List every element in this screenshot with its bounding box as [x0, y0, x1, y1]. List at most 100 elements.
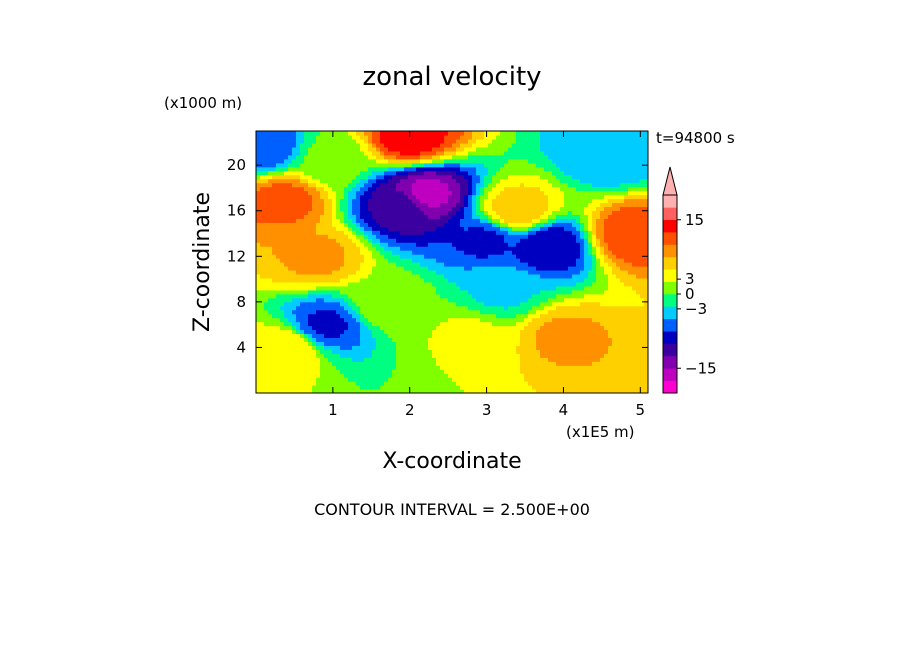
- heatmap-cell: [564, 293, 569, 299]
- heatmap-cell: [548, 293, 553, 299]
- heatmap-cell: [272, 385, 277, 390]
- heatmap-cell: [428, 285, 433, 291]
- heatmap-cell: [368, 385, 373, 390]
- heatmap-cell: [368, 238, 373, 243]
- heatmap-cell: [636, 269, 641, 275]
- heatmap-cell: [400, 377, 405, 382]
- heatmap-cell: [456, 285, 461, 291]
- heatmap-cell: [324, 373, 329, 378]
- heatmap-cell: [412, 273, 417, 279]
- heatmap-cell: [416, 349, 421, 354]
- heatmap-cell: [492, 345, 497, 350]
- heatmap-cell: [536, 206, 541, 211]
- heatmap-cell: [488, 269, 493, 275]
- heatmap-cell: [264, 210, 269, 215]
- heatmap-cell: [640, 321, 645, 327]
- heatmap-cell: [424, 226, 429, 231]
- heatmap-cell: [496, 214, 501, 219]
- heatmap-cell: [432, 341, 437, 346]
- heatmap-cell: [408, 258, 413, 263]
- heatmap-cell: [344, 258, 349, 263]
- heatmap-cell: [600, 353, 605, 358]
- heatmap-cell: [268, 317, 273, 323]
- heatmap-cell: [348, 361, 353, 366]
- heatmap-cell: [364, 345, 369, 350]
- heatmap-cell: [396, 242, 401, 247]
- heatmap-cell: [376, 250, 381, 255]
- heatmap-cell: [296, 337, 301, 342]
- heatmap-cell: [532, 313, 537, 319]
- heatmap-cell: [568, 369, 573, 374]
- heatmap-cell: [356, 349, 361, 354]
- heatmap-cell: [272, 198, 277, 204]
- heatmap-cell: [444, 246, 449, 251]
- heatmap-cell: [584, 365, 589, 370]
- heatmap-cell: [304, 238, 309, 243]
- heatmap-cell: [468, 365, 473, 370]
- heatmap-cell: [348, 341, 353, 346]
- heatmap-cell: [488, 262, 493, 267]
- heatmap-cell: [500, 309, 505, 315]
- heatmap-cell: [308, 325, 313, 331]
- heatmap-cell: [552, 353, 557, 358]
- heatmap-cell: [484, 230, 489, 235]
- heatmap-cell: [504, 377, 509, 382]
- heatmap-cell: [400, 297, 405, 303]
- heatmap-cell: [340, 262, 345, 267]
- heatmap-cell: [580, 285, 585, 291]
- heatmap-cell: [348, 210, 353, 215]
- heatmap-cell: [508, 218, 513, 223]
- heatmap-cell: [440, 377, 445, 382]
- heatmap-cell: [328, 277, 333, 283]
- heatmap-cell: [376, 238, 381, 243]
- heatmap-cell: [268, 365, 273, 370]
- heatmap-cell: [364, 281, 369, 287]
- heatmap-cell: [564, 361, 569, 366]
- heatmap-cell: [276, 206, 281, 211]
- heatmap-cell: [460, 293, 465, 299]
- heatmap-cell: [624, 301, 629, 307]
- heatmap-cell: [420, 309, 425, 315]
- heatmap-cell: [280, 313, 285, 319]
- heatmap-cell: [324, 381, 329, 386]
- heatmap-cell: [316, 365, 321, 370]
- heatmap-cell: [332, 337, 337, 342]
- heatmap-cell: [368, 389, 373, 393]
- heatmap-cell: [308, 218, 313, 223]
- heatmap-cell: [408, 246, 413, 251]
- heatmap-cell: [384, 234, 389, 239]
- heatmap-cell: [436, 230, 441, 235]
- heatmap-cell: [392, 269, 397, 275]
- heatmap-cell: [344, 198, 349, 204]
- heatmap-cell: [548, 385, 553, 390]
- heatmap-cell: [352, 250, 357, 255]
- heatmap-cell: [340, 202, 345, 208]
- heatmap-cell: [420, 190, 425, 196]
- heatmap-cell: [400, 202, 405, 208]
- heatmap-cell: [572, 250, 577, 255]
- heatmap-cell: [592, 361, 597, 366]
- heatmap-cell: [592, 369, 597, 374]
- heatmap-cell: [416, 309, 421, 315]
- heatmap-cell: [268, 202, 273, 208]
- heatmap-cell: [536, 218, 541, 223]
- heatmap-cell: [424, 293, 429, 299]
- heatmap-cell: [572, 341, 577, 346]
- heatmap-cell: [464, 285, 469, 291]
- heatmap-cell: [476, 238, 481, 243]
- heatmap-cell: [292, 381, 297, 386]
- heatmap-cell: [540, 258, 545, 263]
- heatmap-cell: [260, 206, 265, 211]
- heatmap-cell: [256, 246, 261, 251]
- heatmap-cell: [432, 198, 437, 204]
- heatmap-cell: [624, 385, 629, 390]
- heatmap-cell: [292, 198, 297, 204]
- heatmap-cell: [356, 242, 361, 247]
- heatmap-cell: [580, 254, 585, 259]
- heatmap-cell: [612, 341, 617, 346]
- heatmap-cell: [576, 333, 581, 339]
- heatmap-cell: [304, 305, 309, 311]
- heatmap-cell: [492, 309, 497, 315]
- heatmap-cell: [428, 345, 433, 350]
- heatmap-cell: [640, 369, 645, 374]
